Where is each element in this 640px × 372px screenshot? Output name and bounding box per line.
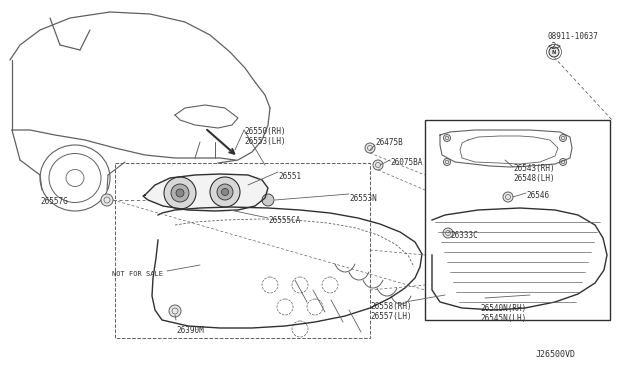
Text: 26551: 26551 <box>278 172 301 181</box>
Circle shape <box>559 135 566 141</box>
Text: NOT FOR SALE: NOT FOR SALE <box>112 271 163 277</box>
Polygon shape <box>143 174 268 211</box>
Circle shape <box>444 135 451 141</box>
Text: 26075BA: 26075BA <box>390 158 422 167</box>
Circle shape <box>365 143 375 153</box>
Text: 26546: 26546 <box>526 191 549 200</box>
Text: 26550(RH)
26553(LH): 26550(RH) 26553(LH) <box>244 127 285 147</box>
Text: 26555CA: 26555CA <box>268 216 300 225</box>
Text: 26333C: 26333C <box>450 231 477 240</box>
Circle shape <box>169 305 181 317</box>
Circle shape <box>444 158 451 166</box>
Circle shape <box>559 158 566 166</box>
Text: 26557G: 26557G <box>40 197 68 206</box>
Circle shape <box>262 194 274 206</box>
Bar <box>115 163 370 338</box>
Text: 26558(RH)
26557(LH): 26558(RH) 26557(LH) <box>370 302 412 321</box>
Circle shape <box>221 189 228 196</box>
Text: 26475B: 26475B <box>375 138 403 147</box>
Circle shape <box>217 184 233 200</box>
Circle shape <box>210 177 240 207</box>
Text: J26500VD: J26500VD <box>536 350 576 359</box>
Circle shape <box>373 160 383 170</box>
Circle shape <box>503 192 513 202</box>
Circle shape <box>549 47 559 57</box>
Circle shape <box>176 189 184 197</box>
Bar <box>425 120 610 320</box>
Text: N: N <box>552 51 556 55</box>
Text: 26543(RH)
26548(LH): 26543(RH) 26548(LH) <box>513 164 555 183</box>
Text: 26540N(RH)
26545N(LH): 26540N(RH) 26545N(LH) <box>480 304 526 323</box>
Circle shape <box>171 184 189 202</box>
Text: 08911-10637
<2>: 08911-10637 <2> <box>548 32 599 51</box>
Text: 26390M: 26390M <box>176 326 204 335</box>
Text: 26553N: 26553N <box>349 194 377 203</box>
Circle shape <box>101 194 113 206</box>
Circle shape <box>443 228 453 238</box>
Circle shape <box>164 177 196 209</box>
